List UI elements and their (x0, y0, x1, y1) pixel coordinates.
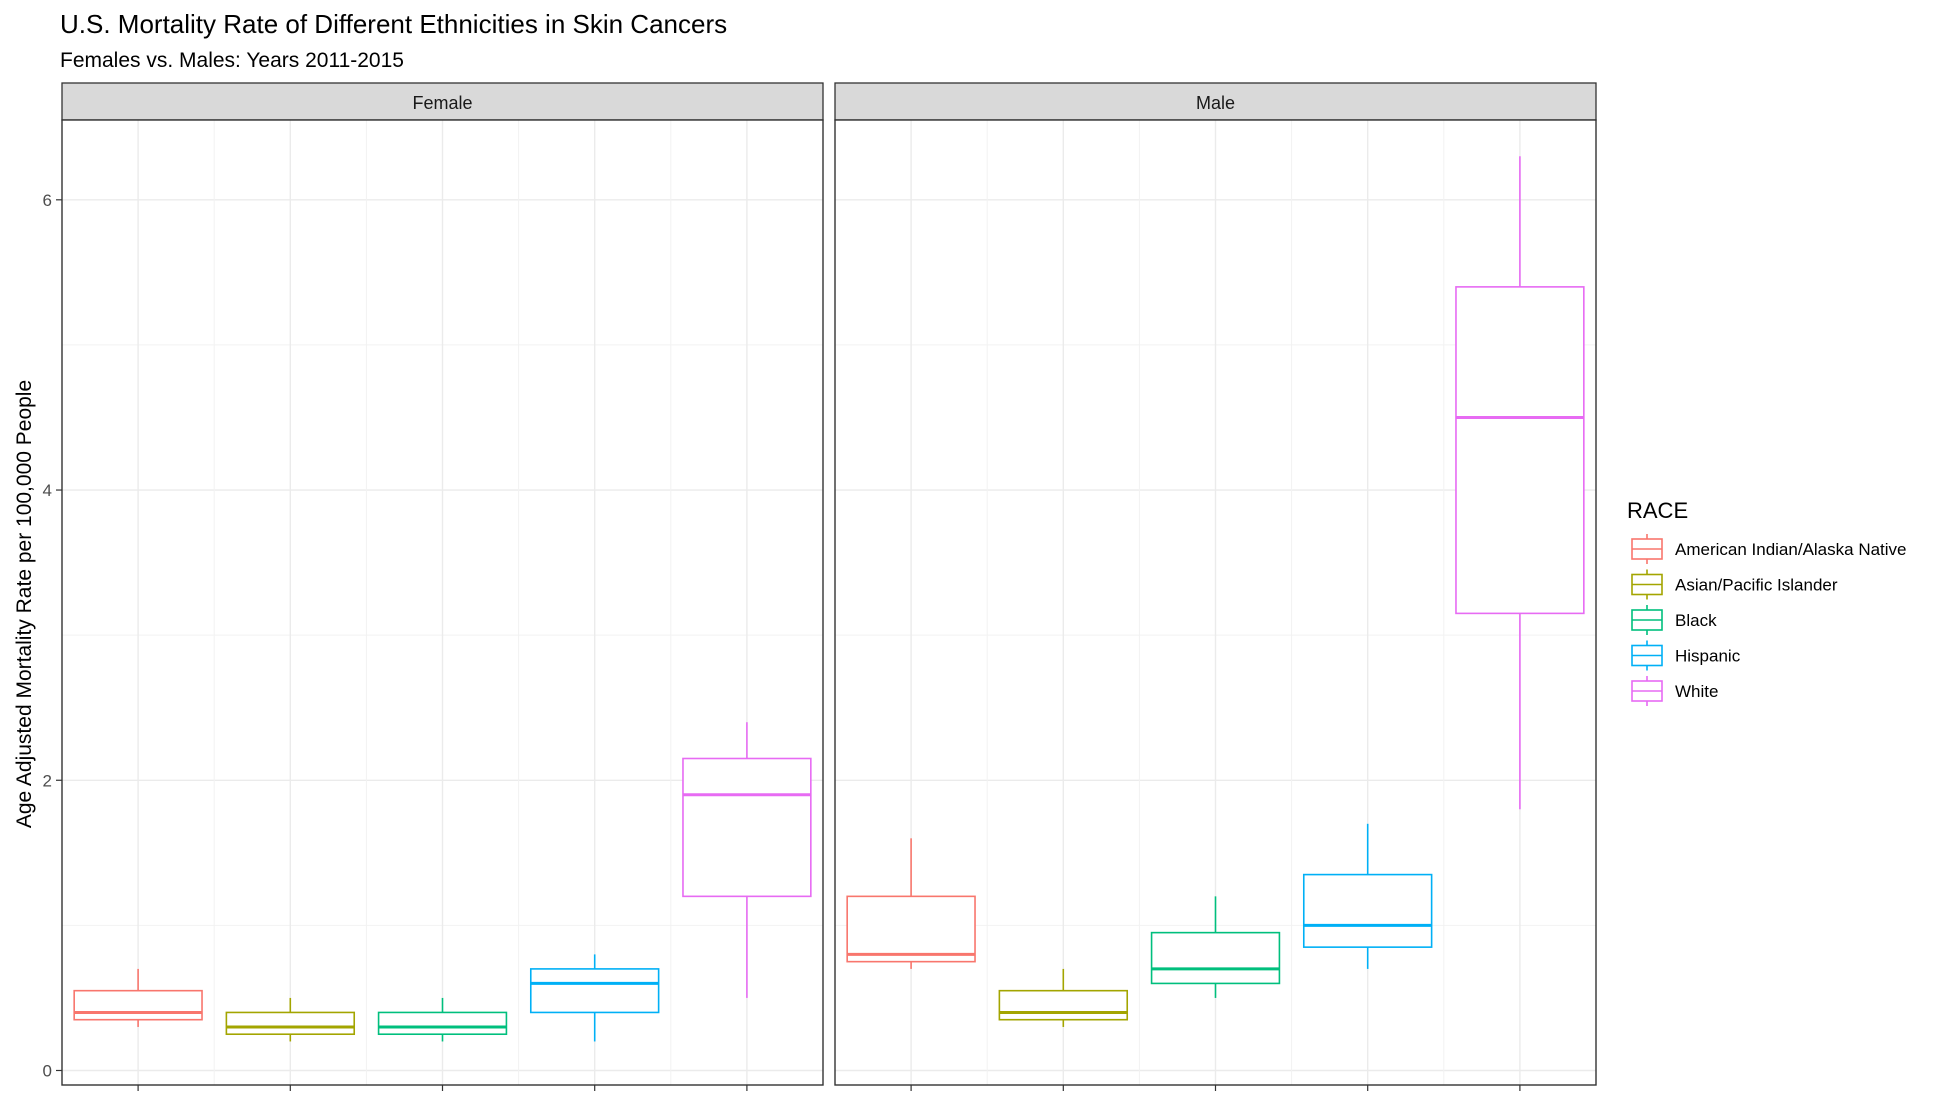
y-axis-title: Age Adjusted Mortality Rate per 100,000 … (13, 380, 36, 828)
boxplot-black (377, 997, 508, 1042)
facet-panel-female: Female (61, 82, 824, 1091)
facet-strip (834, 82, 1597, 121)
y-tick-label: 4 (43, 481, 52, 500)
box (682, 757, 812, 898)
boxplot-hispanic (529, 954, 660, 1042)
boxplot-white (682, 722, 812, 998)
y-axis: 0 2 4 6 (43, 191, 62, 1080)
box (377, 1011, 508, 1036)
box (529, 968, 660, 1014)
legend-item: White (1631, 676, 1718, 706)
boxplot-american-indian-alaska-native (73, 968, 203, 1027)
chart-title: U.S. Mortality Rate of Different Ethnici… (60, 9, 727, 39)
boxplot-asian-pacific-islander (998, 968, 1129, 1027)
boxplot-asian-pacific-islander (225, 997, 356, 1042)
boxplot-american-indian-alaska-native (846, 838, 976, 969)
y-tick-label: 2 (43, 771, 52, 790)
facet-strip (61, 82, 824, 121)
chart-subtitle: Females vs. Males: Years 2011-2015 (60, 49, 404, 72)
box (846, 895, 976, 963)
y-tick-label: 6 (43, 191, 52, 210)
box (225, 1011, 356, 1036)
legend-item: American Indian/Alaska Native (1631, 534, 1907, 564)
legend: RACE American Indian/Alaska Native Asian/… (1627, 498, 1907, 706)
legend-label: American Indian/Alaska Native (1675, 540, 1907, 559)
box (1455, 286, 1585, 615)
legend-label: White (1675, 682, 1718, 701)
legend-title: RACE (1627, 498, 1688, 523)
box (1302, 873, 1433, 948)
y-tick-label: 0 (43, 1061, 52, 1080)
boxplot-white (1455, 156, 1585, 810)
legend-item: Hispanic (1631, 640, 1741, 671)
legend-item: Black (1631, 605, 1717, 635)
facet-panels: Female Male 0 2 4 6 (43, 82, 1597, 1091)
facet-strip-label: Female (412, 93, 472, 113)
box (998, 989, 1129, 1021)
legend-label: Hispanic (1675, 647, 1741, 666)
legend-item: Asian/Pacific Islander (1631, 569, 1838, 600)
box (1150, 931, 1281, 985)
facet-strip-label: Male (1196, 93, 1235, 113)
boxplot-black (1150, 896, 1281, 998)
boxplot-hispanic (1302, 823, 1433, 969)
facet-panel-male: Male (834, 82, 1597, 1091)
legend-label: Asian/Pacific Islander (1675, 576, 1838, 595)
legend-label: Black (1675, 611, 1717, 630)
box (73, 989, 203, 1021)
